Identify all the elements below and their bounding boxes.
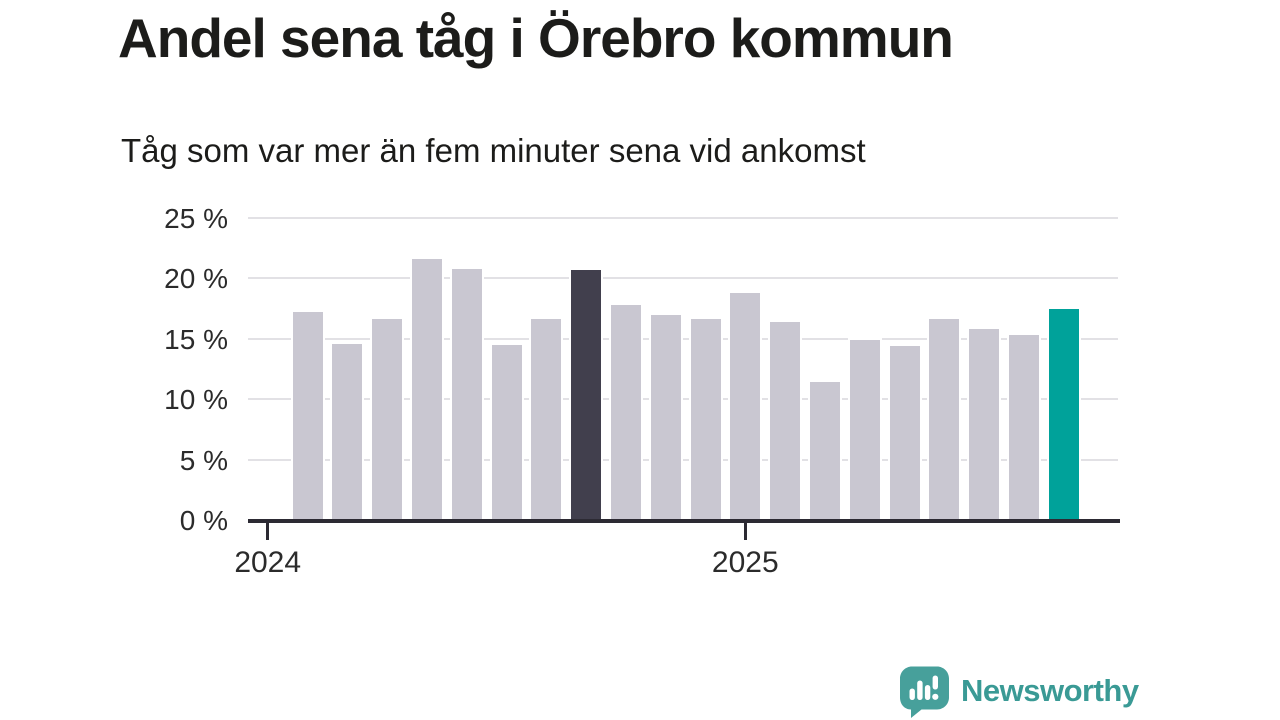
brand-name: Newsworthy	[961, 672, 1139, 708]
bar-2024-06	[449, 266, 484, 523]
x-axis-label-2024: 2024	[234, 546, 302, 579]
bar-2024-07	[489, 342, 524, 523]
chart-title: Andel sena tåg i Örebro kommun	[118, 7, 954, 69]
gridline-15	[248, 337, 1118, 340]
chart-subtitle: Tåg som var mer än fem minuter sena vid …	[121, 132, 866, 169]
bar-2025-08	[1006, 333, 1041, 522]
bar-2025-06	[927, 317, 962, 522]
gridline-25	[248, 217, 1118, 219]
gridline-5	[248, 458, 1118, 461]
bar-2024-03	[330, 341, 365, 523]
bar-2024-10	[608, 302, 643, 523]
bar-2025-05	[887, 344, 922, 522]
y-axis-label-10: 10 %	[164, 384, 228, 416]
bar-2024-02	[290, 310, 325, 522]
gridline-10	[248, 398, 1118, 401]
gridline-20	[248, 277, 1118, 280]
bar-2025-01	[728, 290, 763, 523]
bar-2024-04	[370, 317, 405, 522]
newsworthy-logo: Newsworthy	[897, 663, 1139, 718]
bar-2025-09	[1046, 306, 1081, 523]
y-axis-label-0: 0 %	[179, 505, 228, 536]
bar-2024-11	[648, 312, 683, 523]
bar-2024-05	[409, 257, 444, 522]
y-axis-label-5: 5 %	[179, 444, 228, 476]
bar-2024-12	[688, 317, 723, 522]
y-axis-label-20: 20 %	[164, 263, 228, 295]
y-axis-label-25: 25 %	[164, 203, 228, 234]
bar-2025-02	[768, 319, 803, 523]
bar-2025-07	[967, 327, 1002, 522]
logo-mark-icon	[900, 666, 949, 718]
bar-2024-08	[529, 317, 564, 522]
x-axis-tick-2024	[266, 523, 270, 540]
x-axis-label-2025: 2025	[711, 546, 779, 579]
bar-2024-09	[569, 267, 604, 523]
plot-area	[248, 217, 1118, 523]
x-axis-line	[248, 519, 1120, 523]
bar-2025-04	[847, 338, 882, 522]
y-axis-label-15: 15 %	[164, 323, 228, 355]
bar-2025-03	[807, 380, 842, 522]
x-axis-tick-2025	[743, 523, 747, 540]
